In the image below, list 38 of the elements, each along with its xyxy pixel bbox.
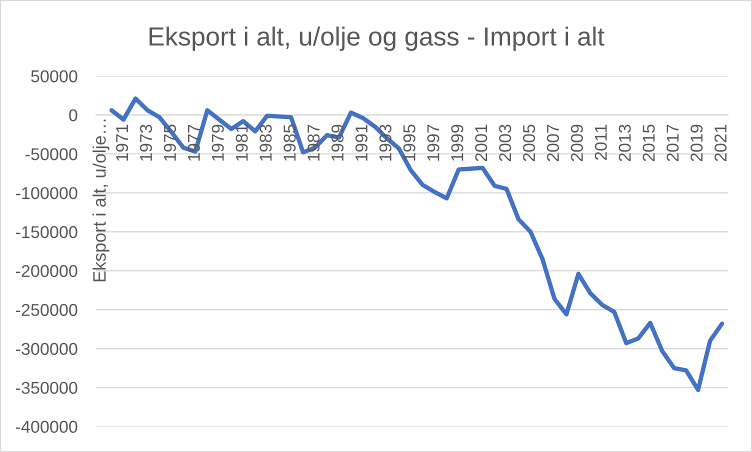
x-tick-label: 1993	[379, 124, 392, 161]
y-tick-label: -250000	[16, 304, 78, 316]
y-tick-label: 50000	[31, 70, 78, 82]
x-tick-label: 1975	[164, 124, 176, 161]
y-tick-label: 0	[69, 109, 78, 122]
x-tick-label: 1983	[260, 124, 272, 161]
chart-title: Eksport i alt, u/olje og gass - Import i alt	[150, 26, 604, 51]
x-tick-label: 2015	[642, 124, 655, 162]
y-tick-label: -200000	[16, 264, 78, 278]
x-tick-label: 1985	[284, 124, 296, 161]
y-tick-label: -50000	[26, 148, 78, 160]
y-tick-label: -100000	[16, 187, 78, 200]
y-tick-label: -400000	[16, 420, 78, 433]
x-tick-label: 1973	[140, 124, 152, 161]
x-tick-label: 1981	[236, 124, 248, 161]
x-tick-label: 1997	[427, 124, 440, 161]
y-tick-label: -300000	[16, 342, 78, 355]
x-tick-label: 1991	[355, 124, 368, 161]
x-tick-label: 2021	[714, 124, 727, 162]
x-tick-label: 2011	[594, 124, 607, 160]
y-axis-title: Eksport i alt, u/olje…	[92, 120, 110, 282]
x-tick-label: 2017	[666, 124, 679, 162]
x-tick-label: 1999	[451, 124, 464, 161]
x-tick-label: 1971	[116, 124, 128, 161]
x-tick-label: 1977	[188, 124, 200, 161]
x-tick-label: 1979	[212, 124, 224, 161]
x-tick-label: 2003	[499, 124, 512, 162]
y-tick-label: -150000	[16, 226, 78, 238]
x-tick-label: 2009	[570, 124, 583, 162]
y-tick-label: -350000	[16, 382, 78, 394]
x-tick-label: 1989	[331, 124, 344, 161]
x-tick-label: 2019	[690, 124, 703, 162]
x-tick-label: 2005	[522, 124, 536, 162]
x-tick-label: 1987	[308, 124, 320, 161]
x-tick-label: 2007	[546, 124, 560, 162]
x-tick-label: 2013	[618, 124, 631, 162]
x-tick-label: 2001	[475, 124, 488, 162]
x-tick-label: 1995	[403, 124, 416, 161]
